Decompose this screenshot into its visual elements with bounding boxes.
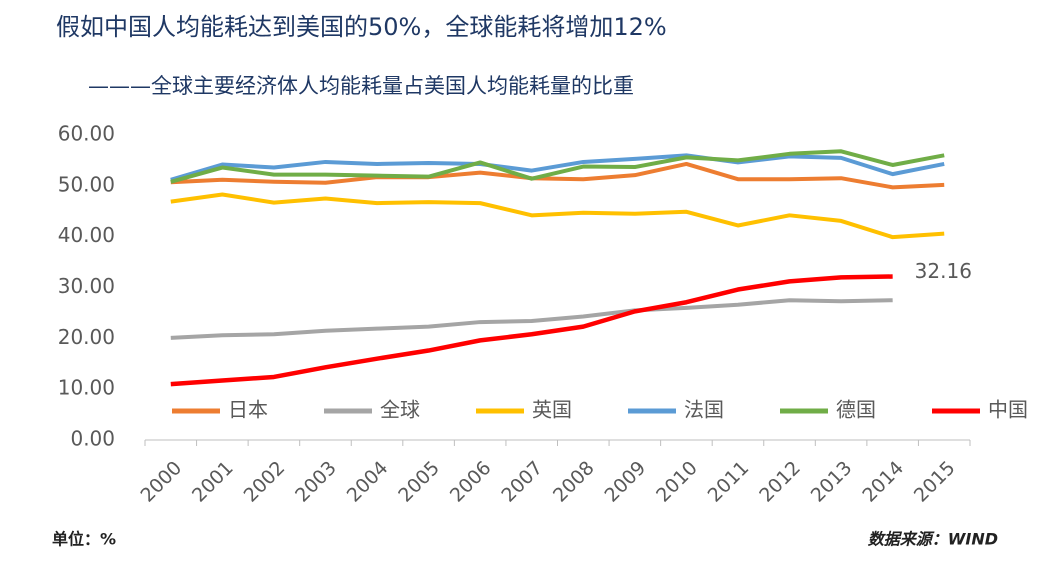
chart-title: 假如中国人均能耗达到美国的50%，全球能耗将增加12% [56,13,667,41]
series-line [170,149,945,184]
x-tick-label: 2005 [394,457,444,507]
x-tick-label: 2015 [910,457,960,507]
legend-label: 全球 [380,398,420,422]
x-tick-label: 2004 [343,457,393,507]
x-tick-label: 2002 [240,457,290,507]
unit-note: 单位：% [52,530,116,549]
legend-label: 日本 [228,398,268,422]
x-tick-label: 2001 [188,457,238,507]
legend-label: 中国 [988,398,1028,422]
x-tick-label: 2013 [807,457,857,507]
series-line [170,153,945,182]
series-line [170,161,945,190]
x-tick-label: 2009 [601,457,651,507]
x-tick-label: 2010 [652,457,702,507]
x-tick-label: 2011 [704,457,754,507]
x-tick-label: 2012 [755,457,805,507]
source-note: 数据来源：WIND [868,530,998,549]
chart-subtitle: ———全球主要经济体人均能耗量占美国人均能耗量的比重 [88,74,634,98]
data-label: 32.16 [915,259,972,283]
y-tick-label: 30.00 [58,274,115,298]
legend-label: 法国 [684,398,724,422]
series-line [170,192,945,240]
series-line [170,274,893,387]
x-tick-label: 2000 [136,457,186,507]
y-tick-label: 0.00 [70,427,115,451]
x-tick-label: 2006 [446,457,496,507]
x-tick-label: 2014 [858,457,908,507]
x-tick-label: 2008 [549,457,599,507]
legend-label: 英国 [532,398,572,422]
y-tick-label: 10.00 [58,376,115,400]
x-tick-label: 2003 [291,457,341,507]
y-tick-label: 50.00 [58,172,115,196]
y-tick-label: 20.00 [58,325,115,349]
x-tick-label: 2007 [497,457,547,507]
series-line [170,298,893,340]
y-tick-label: 60.00 [58,122,115,146]
y-tick-label: 40.00 [58,223,115,247]
legend-label: 德国 [836,398,876,422]
